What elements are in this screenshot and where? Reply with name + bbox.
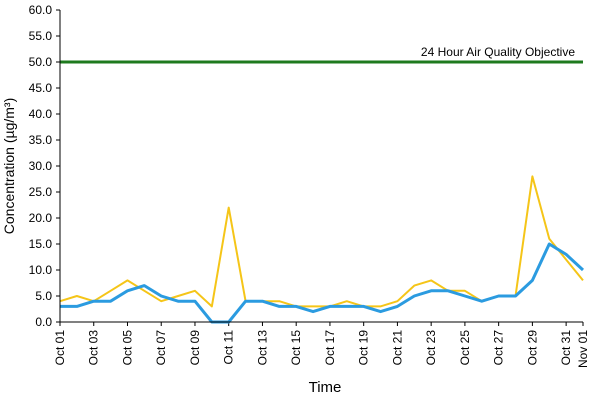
y-axis-title: Concentration (µg/m³) [1, 98, 17, 234]
y-tick-label: 50.0 [29, 55, 53, 69]
x-tick-label: Oct 01 [53, 330, 67, 366]
x-tick-label: Oct 27 [492, 330, 506, 366]
y-tick-label: 0.0 [35, 315, 52, 329]
x-axis-title: Time [309, 379, 342, 396]
y-tick-label: 30.0 [29, 159, 53, 173]
x-tick-label: Oct 07 [154, 330, 168, 366]
x-tick-label: Oct 05 [120, 330, 134, 366]
x-tick-label: Oct 17 [323, 330, 337, 366]
x-tick-label: Oct 15 [289, 330, 303, 366]
y-tick-label: 5.0 [35, 289, 52, 303]
y-tick-label: 55.0 [29, 29, 53, 43]
y-tick-label: 45.0 [29, 81, 53, 95]
x-tick-label: Oct 23 [424, 330, 438, 366]
objective-label: 24 Hour Air Quality Objective [421, 45, 575, 59]
y-tick-label: 40.0 [29, 107, 53, 121]
y-tick-label: 35.0 [29, 133, 53, 147]
x-tick-label: Oct 31 [559, 330, 573, 366]
x-tick-label: Oct 09 [188, 330, 202, 366]
x-tick-label: Oct 11 [222, 330, 236, 365]
y-tick-label: 25.0 [29, 185, 53, 199]
x-tick-label: Oct 21 [390, 330, 404, 366]
x-tick-label: Oct 13 [255, 330, 269, 366]
y-tick-label: 60.0 [29, 3, 53, 17]
y-tick-label: 20.0 [29, 211, 53, 225]
series-line [60, 242, 585, 324]
x-tick-label: Oct 25 [458, 330, 472, 366]
x-tick-label: Oct 19 [357, 330, 371, 366]
x-tick-label: Oct 29 [525, 330, 539, 366]
x-tick-label: Oct 03 [87, 330, 101, 366]
y-tick-label: 15.0 [29, 237, 53, 251]
x-tick-label: Nov 01 [576, 330, 590, 368]
y-tick-label: 10.0 [29, 263, 53, 277]
